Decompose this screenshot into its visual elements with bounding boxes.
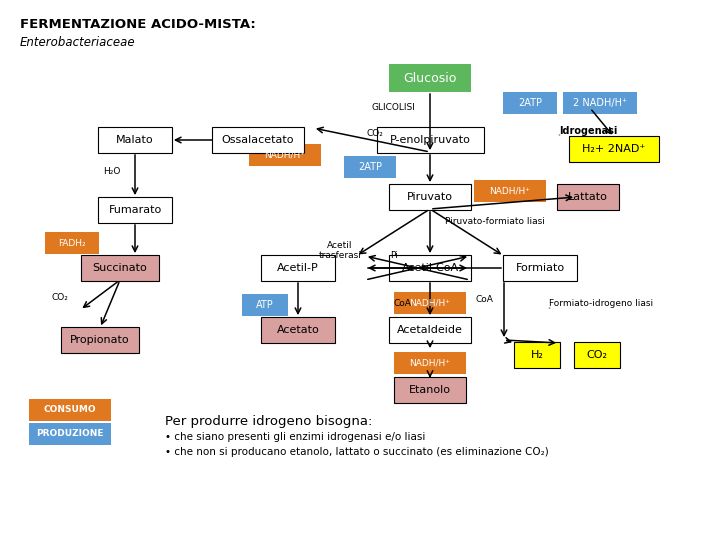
FancyBboxPatch shape (98, 197, 172, 223)
FancyBboxPatch shape (394, 352, 466, 374)
Text: 2 NADH/H⁺: 2 NADH/H⁺ (573, 98, 627, 108)
FancyBboxPatch shape (242, 294, 288, 316)
Text: Piruvato: Piruvato (407, 192, 453, 202)
Text: Propionato: Propionato (70, 335, 130, 345)
Text: H₂: H₂ (531, 350, 544, 360)
FancyBboxPatch shape (557, 184, 619, 210)
Text: Idrogenasi: Idrogenasi (559, 126, 617, 136)
Text: GLICOLISI: GLICOLISI (371, 103, 415, 111)
Text: Formiato: Formiato (516, 263, 564, 273)
FancyBboxPatch shape (45, 232, 99, 254)
Text: Glucosio: Glucosio (403, 71, 456, 84)
Text: Fumarato: Fumarato (109, 205, 161, 215)
Text: 2ATP: 2ATP (518, 98, 542, 108)
Text: CO₂: CO₂ (587, 350, 608, 360)
FancyBboxPatch shape (514, 342, 560, 368)
Text: Enterobacteriaceae: Enterobacteriaceae (20, 36, 135, 49)
Text: CONSUMO: CONSUMO (44, 406, 96, 415)
FancyBboxPatch shape (563, 92, 637, 114)
FancyBboxPatch shape (29, 423, 111, 445)
FancyBboxPatch shape (569, 136, 659, 162)
FancyBboxPatch shape (389, 64, 471, 92)
FancyBboxPatch shape (574, 342, 620, 368)
Text: Etanolo: Etanolo (409, 385, 451, 395)
FancyBboxPatch shape (394, 292, 466, 314)
Text: NADH/H⁺: NADH/H⁺ (410, 359, 451, 368)
FancyBboxPatch shape (98, 127, 172, 153)
FancyBboxPatch shape (261, 317, 335, 343)
Text: Lattato: Lattato (568, 192, 608, 202)
Text: Pi: Pi (390, 252, 397, 260)
Text: Acetil: Acetil (328, 240, 353, 249)
Text: • che siano presenti gli enzimi idrogenasi e/o liasi: • che siano presenti gli enzimi idrogena… (165, 432, 426, 442)
Text: Piruvato-formiato liasi: Piruvato-formiato liasi (445, 218, 545, 226)
Text: P-enolpiruvato: P-enolpiruvato (390, 135, 470, 145)
FancyBboxPatch shape (394, 377, 466, 403)
Text: • che non si producano etanolo, lattato o succinato (es eliminazione CO₂): • che non si producano etanolo, lattato … (165, 447, 549, 457)
FancyBboxPatch shape (389, 184, 471, 210)
Text: Acetil-CoA: Acetil-CoA (402, 263, 459, 273)
Text: CoA: CoA (393, 299, 411, 307)
Text: Succinato: Succinato (93, 263, 148, 273)
FancyBboxPatch shape (249, 144, 321, 166)
FancyBboxPatch shape (212, 127, 304, 153)
FancyBboxPatch shape (261, 255, 335, 281)
FancyBboxPatch shape (503, 92, 557, 114)
Text: Ossalacetato: Ossalacetato (222, 135, 294, 145)
FancyBboxPatch shape (61, 327, 139, 353)
FancyBboxPatch shape (389, 255, 471, 281)
FancyBboxPatch shape (389, 317, 471, 343)
Text: Malato: Malato (116, 135, 154, 145)
Text: Acetil-P: Acetil-P (277, 263, 319, 273)
FancyBboxPatch shape (377, 127, 484, 153)
Text: Acetaldeide: Acetaldeide (397, 325, 463, 335)
Text: CO₂: CO₂ (366, 129, 384, 138)
FancyBboxPatch shape (344, 156, 396, 178)
Text: Per produrre idrogeno bisogna:: Per produrre idrogeno bisogna: (165, 415, 372, 428)
Text: Formiato-idrogeno liasi: Formiato-idrogeno liasi (549, 300, 653, 308)
Text: ATP: ATP (256, 300, 274, 310)
Text: NADH/H⁺: NADH/H⁺ (410, 299, 451, 307)
Text: 2ATP: 2ATP (358, 162, 382, 172)
Text: NADH/H⁺: NADH/H⁺ (264, 151, 305, 159)
FancyBboxPatch shape (503, 255, 577, 281)
Text: FERMENTAZIONE ACIDO-MISTA:: FERMENTAZIONE ACIDO-MISTA: (20, 18, 256, 31)
FancyBboxPatch shape (29, 399, 111, 421)
Text: PRODUZIONE: PRODUZIONE (36, 429, 104, 438)
Text: NADH/H⁺: NADH/H⁺ (490, 186, 531, 195)
Text: CO₂: CO₂ (51, 294, 68, 302)
FancyBboxPatch shape (81, 255, 159, 281)
Text: Acetato: Acetato (276, 325, 320, 335)
FancyBboxPatch shape (474, 180, 546, 202)
Text: trasferasi: trasferasi (318, 251, 361, 260)
Text: FADH₂: FADH₂ (58, 239, 86, 247)
Text: H₂+ 2NAD⁺: H₂+ 2NAD⁺ (582, 144, 646, 154)
Text: H₂O: H₂O (103, 166, 120, 176)
Text: CoA: CoA (475, 295, 493, 305)
